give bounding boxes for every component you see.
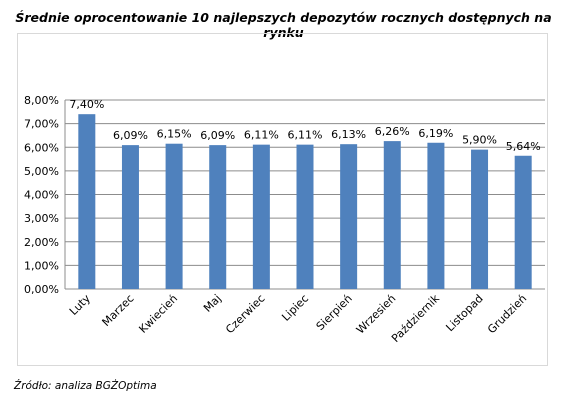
bar [514, 155, 532, 289]
y-tick-label: 8,00% [24, 94, 59, 107]
x-tick-label: Marzec [100, 292, 137, 329]
y-tick-label: 5,00% [24, 165, 59, 178]
y-tick-label: 7,00% [24, 118, 59, 131]
x-tick-label: Luty [67, 292, 93, 318]
data-label: 7,40% [69, 98, 104, 111]
chart-area [17, 33, 548, 366]
x-tick-label: Listopad [443, 292, 485, 334]
x-tick-label: Sierpień [314, 292, 355, 333]
bar [296, 144, 314, 289]
x-tick-label: Grudzień [485, 292, 529, 336]
x-tick-label: Wrzesień [354, 292, 399, 337]
y-tick-label: 1,00% [24, 259, 59, 272]
source-note: Źródło: analiza BGŻOptima [14, 380, 157, 392]
data-label: 6,11% [244, 129, 279, 142]
x-tick-label: Lipiec [279, 292, 311, 324]
bar [340, 144, 358, 289]
y-tick-label: 2,00% [24, 236, 59, 249]
x-tick-label: Czerwiec [223, 292, 267, 336]
bar [427, 142, 445, 289]
x-tick-label: Maj [201, 292, 224, 315]
bar [252, 144, 270, 289]
x-tick-label: Październik [389, 291, 442, 344]
data-label: 6,09% [200, 129, 235, 142]
data-label: 6,13% [331, 128, 366, 141]
bar [165, 143, 183, 289]
data-label: 5,90% [462, 134, 497, 147]
chart-title: Średnie oprocentowanie 10 najlepszych de… [15, 10, 552, 40]
data-label: 6,26% [375, 125, 410, 138]
y-tick-label: 0,00% [24, 283, 59, 296]
data-label: 5,64% [506, 140, 541, 153]
bar [121, 145, 139, 289]
bar [383, 141, 401, 289]
bar [471, 149, 489, 289]
bar [209, 145, 227, 289]
data-label: 6,11% [288, 129, 323, 142]
bar [78, 114, 96, 289]
y-tick-label: 6,00% [24, 141, 59, 154]
data-label: 6,09% [113, 129, 148, 142]
data-label: 6,15% [157, 128, 192, 141]
y-tick-label: 4,00% [24, 189, 59, 202]
data-label: 6,19% [418, 127, 453, 140]
y-tick-label: 3,00% [24, 212, 59, 225]
x-tick-label: Kwiecień [136, 292, 180, 336]
